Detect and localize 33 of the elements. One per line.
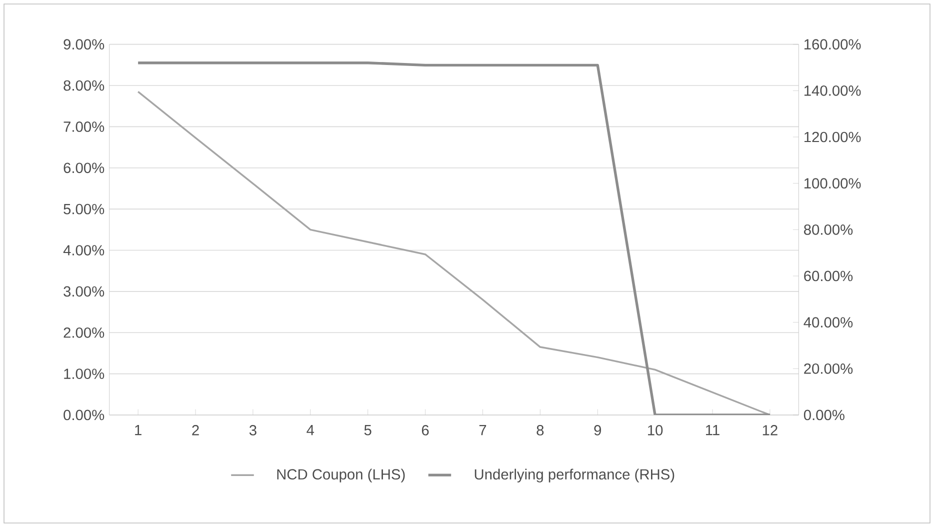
x-tick-label: 2	[192, 425, 199, 436]
y-tick-label: 9.00%	[64, 39, 104, 50]
y-tick-label: 7.00%	[64, 122, 104, 132]
y-tick-label: 0.00%	[64, 410, 104, 420]
x-tick-label: 7	[479, 425, 486, 436]
y2-tick-label: 40.00%	[804, 317, 853, 328]
y2-tick-label: 60.00%	[804, 270, 853, 282]
x-tick-label: 1	[135, 425, 142, 436]
y-tick-label: 4.00%	[63, 245, 104, 256]
legend-label: Underlying performance (RHS)	[474, 468, 674, 482]
x-tick-label: 6	[422, 425, 429, 436]
x-tick-label: 9	[594, 425, 601, 436]
y2-tick-label: 20.00%	[804, 363, 853, 374]
y-tick-label: 1.00%	[64, 368, 104, 379]
x-tick-label: 5	[364, 425, 372, 436]
y-tick-label: 3.00%	[64, 286, 104, 297]
legend-label: NCD Coupon (LHS)	[277, 468, 405, 482]
y2-tick-label: 100.00%	[804, 178, 861, 189]
y-tick-label: 2.00%	[64, 327, 104, 338]
x-tick-label: 4	[306, 425, 314, 436]
y-tick-label: 6.00%	[64, 162, 104, 174]
x-tick-label: 12	[762, 425, 778, 436]
x-tick-label: 3	[249, 425, 256, 436]
x-tick-label: 11	[706, 425, 720, 436]
y-tick-label: 8.00%	[64, 80, 104, 91]
y2-tick-label: 80.00%	[804, 224, 853, 235]
y2-tick-label: 120.00%	[804, 132, 861, 142]
x-tick-label: 8	[536, 425, 544, 436]
y-tick-label: 5.00%	[64, 204, 104, 214]
x-tick-label: 10	[648, 425, 663, 436]
y2-tick-label: 140.00%	[804, 85, 861, 96]
y2-tick-label: 0.00%	[804, 410, 844, 420]
y2-tick-label: 160.00%	[804, 39, 861, 50]
